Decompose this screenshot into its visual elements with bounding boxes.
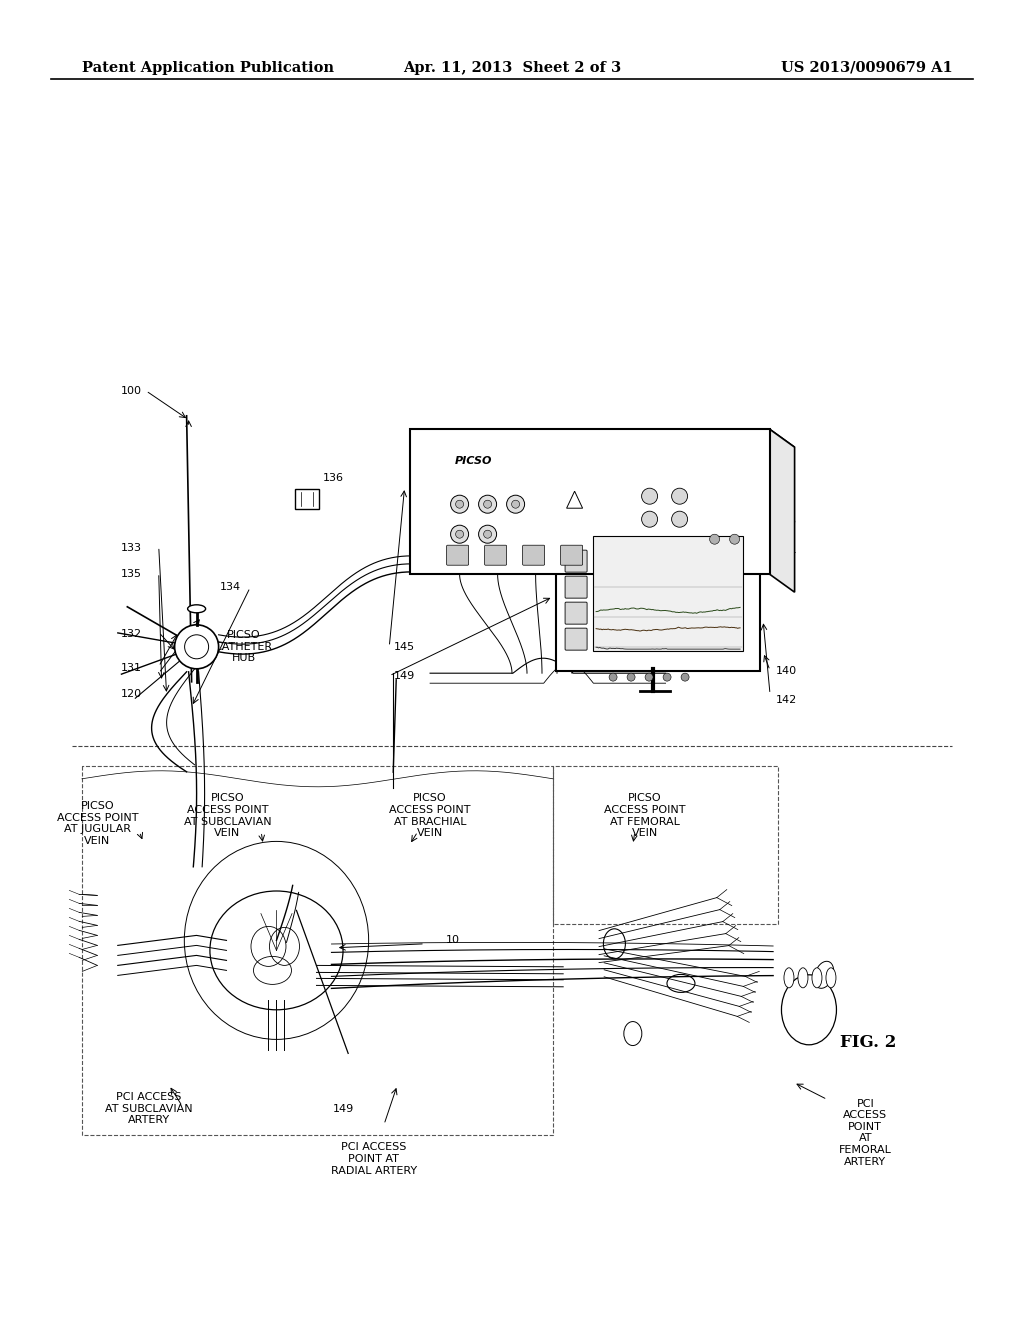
Circle shape — [507, 495, 524, 513]
Text: 149: 149 — [394, 671, 416, 681]
Text: Apr. 11, 2013  Sheet 2 of 3: Apr. 11, 2013 Sheet 2 of 3 — [402, 61, 622, 75]
Ellipse shape — [826, 968, 836, 987]
FancyBboxPatch shape — [410, 429, 770, 574]
FancyBboxPatch shape — [565, 602, 587, 624]
Text: 142: 142 — [776, 694, 798, 705]
FancyBboxPatch shape — [565, 628, 587, 651]
Text: 144: 144 — [776, 546, 798, 557]
FancyBboxPatch shape — [522, 545, 545, 565]
Text: PICSO
ACCESS POINT
AT BRACHIAL
VEIN: PICSO ACCESS POINT AT BRACHIAL VEIN — [389, 793, 471, 838]
Circle shape — [609, 673, 617, 681]
Circle shape — [627, 673, 635, 681]
FancyBboxPatch shape — [446, 545, 469, 565]
Text: 132: 132 — [121, 628, 142, 639]
Text: 120: 120 — [121, 689, 142, 700]
Ellipse shape — [781, 974, 837, 1045]
Circle shape — [710, 535, 720, 544]
FancyBboxPatch shape — [295, 488, 319, 510]
Circle shape — [478, 525, 497, 544]
Ellipse shape — [814, 961, 834, 989]
Text: 140: 140 — [776, 665, 798, 676]
FancyBboxPatch shape — [556, 523, 760, 671]
Ellipse shape — [784, 968, 794, 987]
Text: PICSO
ACCESS POINT
AT FEMORAL
VEIN: PICSO ACCESS POINT AT FEMORAL VEIN — [604, 793, 686, 838]
Text: PICSO
CATHETER
HUB: PICSO CATHETER HUB — [215, 630, 272, 664]
Text: 143: 143 — [776, 516, 798, 527]
FancyBboxPatch shape — [560, 545, 583, 565]
Circle shape — [483, 531, 492, 539]
Circle shape — [672, 511, 687, 527]
Circle shape — [645, 673, 653, 681]
Text: US 2013/0090679 A1: US 2013/0090679 A1 — [780, 61, 952, 75]
Circle shape — [681, 673, 689, 681]
Circle shape — [175, 624, 218, 669]
Ellipse shape — [187, 605, 206, 612]
Polygon shape — [770, 429, 795, 593]
Ellipse shape — [812, 968, 822, 987]
Ellipse shape — [798, 968, 808, 987]
Circle shape — [456, 500, 464, 508]
Circle shape — [672, 488, 687, 504]
Text: PCI ACCESS
POINT AT
RADIAL ARTERY: PCI ACCESS POINT AT RADIAL ARTERY — [331, 1142, 417, 1176]
Circle shape — [184, 635, 209, 659]
Text: Patent Application Publication: Patent Application Publication — [82, 61, 334, 75]
Text: PICSO
ACCESS POINT
AT JUGULAR
VEIN: PICSO ACCESS POINT AT JUGULAR VEIN — [56, 801, 138, 846]
Circle shape — [456, 531, 464, 539]
Circle shape — [729, 535, 739, 544]
Text: PICSO: PICSO — [455, 457, 493, 466]
Circle shape — [664, 673, 671, 681]
Text: PCI
ACCESS
POINT
AT
FEMORAL
ARTERY: PCI ACCESS POINT AT FEMORAL ARTERY — [839, 1098, 892, 1167]
FancyBboxPatch shape — [484, 545, 507, 565]
Circle shape — [483, 500, 492, 508]
Text: 145: 145 — [394, 642, 416, 652]
Text: 131: 131 — [121, 663, 142, 673]
Text: 134: 134 — [220, 582, 242, 593]
Text: 10: 10 — [445, 935, 460, 945]
Text: PICSO
ACCESS POINT
AT SUBCLAVIAN
VEIN: PICSO ACCESS POINT AT SUBCLAVIAN VEIN — [183, 793, 271, 838]
Text: FIG. 2: FIG. 2 — [840, 1035, 896, 1051]
Text: 135: 135 — [121, 569, 142, 579]
Circle shape — [478, 495, 497, 513]
FancyBboxPatch shape — [565, 550, 587, 572]
Text: PCI ACCESS
AT SUBCLAVIAN
ARTERY: PCI ACCESS AT SUBCLAVIAN ARTERY — [104, 1092, 193, 1126]
Circle shape — [451, 525, 469, 544]
Circle shape — [642, 488, 657, 504]
Text: 100: 100 — [121, 385, 142, 396]
Circle shape — [451, 495, 469, 513]
Text: 149: 149 — [333, 1104, 354, 1114]
FancyBboxPatch shape — [593, 536, 743, 651]
Text: 133: 133 — [121, 543, 142, 553]
Polygon shape — [410, 429, 795, 447]
Circle shape — [512, 500, 519, 508]
Circle shape — [642, 511, 657, 527]
Text: 136: 136 — [323, 473, 344, 483]
FancyBboxPatch shape — [565, 576, 587, 598]
